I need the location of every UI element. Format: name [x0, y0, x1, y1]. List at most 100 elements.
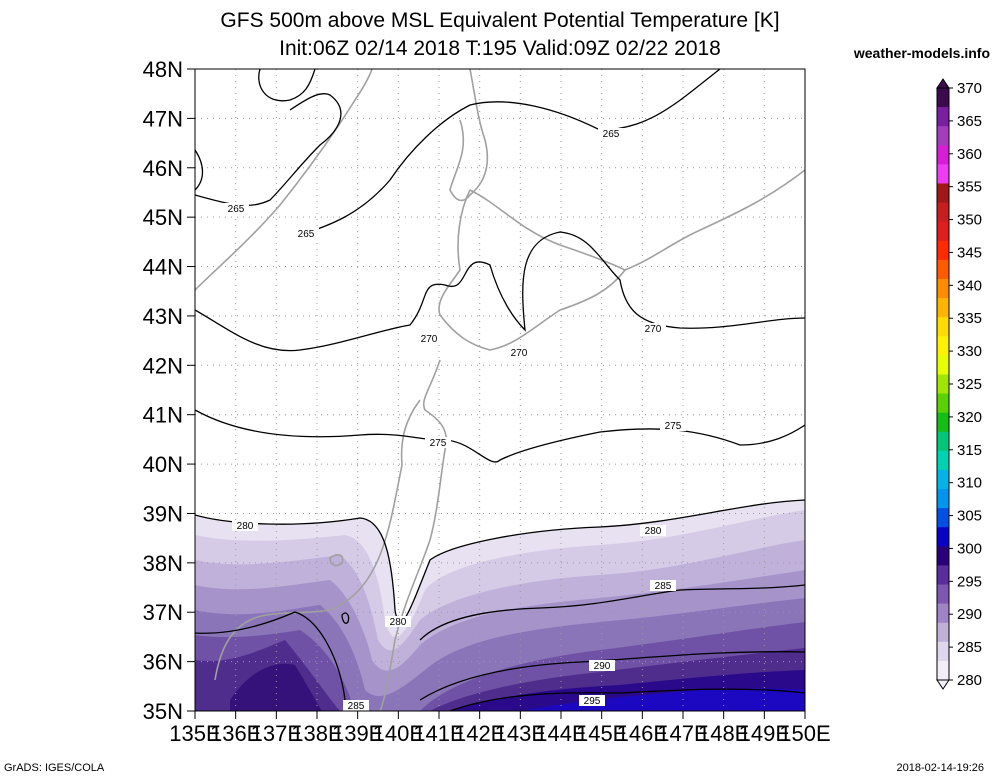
- contour-label: 285: [655, 581, 672, 592]
- lon-tick-label: 142E: [454, 721, 505, 746]
- colorbar-label: 305: [957, 508, 982, 525]
- latitude-labels: 48N 47N 46N 45N 44N 43N 42N 41N 40N 39N 38N 37N 36N 3…: [143, 57, 195, 724]
- lon-tick-label: 150E: [779, 721, 830, 746]
- contour-label: 265: [298, 229, 315, 240]
- colorbar-swatch: [937, 565, 949, 586]
- colorbar-swatch: [937, 336, 949, 356]
- colorbar-swatch: [937, 469, 949, 490]
- colorbar-label: 335: [957, 310, 982, 327]
- colorbar-label: 295: [957, 573, 982, 590]
- colorbar-swatch: [937, 431, 949, 452]
- lon-tick-label: 144E: [535, 721, 586, 746]
- colorbar-swatch: [937, 584, 949, 605]
- contour-label: 265: [228, 204, 245, 215]
- contour-label: 270: [421, 334, 438, 345]
- contour-290: [419, 651, 805, 701]
- colorbar-swatch: [937, 527, 949, 547]
- colorbar-label: 300: [957, 540, 982, 557]
- colorbar-swatch: [937, 88, 949, 108]
- contour-270-a: [195, 231, 805, 352]
- contour-label: 295: [584, 696, 601, 707]
- lon-tick-label: 135E: [169, 721, 220, 746]
- contour-labels: 265 265 265 270 270 270 275 275 280 280 …: [223, 128, 686, 712]
- colorbar-swatch: [937, 164, 949, 184]
- colorbar-swatch: [937, 355, 949, 375]
- colorbar-swatch: [937, 412, 949, 433]
- coast-asia: [195, 69, 373, 291]
- chart-subtitle: Init:06Z 02/14 2018 T:195 Valid:09Z 02/2…: [279, 37, 721, 60]
- contour-285: [419, 584, 805, 641]
- colorbar-swatch: [937, 278, 949, 299]
- colorbar-swatch: [937, 508, 949, 528]
- lat-tick-label: 43N: [143, 304, 183, 329]
- coast-honshu-north: [379, 359, 447, 711]
- colorbar-swatch: [937, 126, 949, 146]
- colorbar-label: 360: [957, 146, 982, 163]
- lon-tick-label: 138E: [291, 721, 342, 746]
- site-credit: weather-models.info: [853, 45, 990, 61]
- colorbar-label: 285: [957, 639, 982, 656]
- footer-timestamp: 2018-02-14-19:26: [896, 762, 984, 774]
- colorbar-label: 355: [957, 179, 982, 196]
- contour-265-c: [299, 69, 721, 236]
- lat-tick-label: 36N: [143, 650, 183, 675]
- lat-tick-label: 42N: [143, 353, 183, 378]
- colorbar-swatch: [937, 298, 949, 318]
- lat-tick-label: 46N: [143, 156, 183, 181]
- colorbar-top-arrow: [936, 78, 950, 89]
- coast-sado: [329, 554, 344, 567]
- lon-tick-label: 141E: [413, 721, 464, 746]
- lat-tick-label: 45N: [143, 205, 183, 230]
- colorbar-swatch: [937, 603, 949, 624]
- lat-tick-label: 44N: [143, 255, 183, 280]
- colorbar-swatch: [937, 393, 949, 414]
- colorbar-label: 330: [957, 343, 982, 360]
- contour-label: 275: [665, 421, 682, 432]
- contour-295: [449, 688, 805, 711]
- map-frame: [194, 68, 806, 712]
- shaded-field: [195, 500, 805, 711]
- colorbar-swatch: [937, 450, 949, 471]
- colorbar-label: 340: [957, 277, 982, 294]
- colorbar-label: 325: [957, 376, 982, 393]
- coastlines: [195, 69, 805, 711]
- contour-label: 290: [594, 661, 611, 672]
- contour-275: [195, 409, 805, 463]
- colorbar-label: 350: [957, 212, 982, 229]
- colorbar-label: 320: [957, 409, 982, 426]
- lon-tick-label: 137E: [251, 721, 302, 746]
- colorbar-swatch: [937, 183, 949, 204]
- coast-kuril: [624, 169, 805, 271]
- lat-tick-label: 40N: [143, 452, 183, 477]
- contour-label: 270: [645, 324, 662, 335]
- colorbar-swatch: [937, 259, 949, 280]
- coast-hokkaido: [438, 189, 627, 351]
- lon-tick-label: 145E: [576, 721, 627, 746]
- contour-label: 280: [390, 617, 407, 628]
- colorbar-swatch: [937, 660, 949, 681]
- colorbar-swatch: [937, 641, 949, 662]
- colorbar-swatch: [937, 202, 949, 223]
- colorbar-swatch: [937, 374, 949, 395]
- contour-label: 275: [430, 438, 447, 449]
- lat-tick-label: 35N: [143, 699, 183, 724]
- colorbar-swatch: [937, 240, 949, 261]
- contour-265-d: [258, 69, 316, 102]
- lon-tick-label: 147E: [657, 721, 708, 746]
- colorbar-swatch: [937, 622, 949, 643]
- lon-tick-label: 146E: [617, 721, 668, 746]
- contour-label: 270: [511, 348, 528, 359]
- colorbar-swatch: [937, 107, 949, 127]
- colorbar-bottom-arrow: [936, 679, 950, 690]
- lat-tick-label: 47N: [143, 106, 183, 131]
- contour-closed-small: [341, 612, 350, 624]
- colorbar-swatch: [937, 221, 949, 242]
- contour-label: 285: [348, 701, 365, 712]
- lat-tick-label: 38N: [143, 551, 183, 576]
- colorbar-label: 370: [957, 80, 982, 97]
- colorbar: 370 365 360 355 350 345 340 335 330 325 320 315 310 3…: [936, 78, 982, 690]
- colorbar-label: 280: [957, 672, 982, 689]
- longitude-labels: 135E136E137E138E139E140E141E142E143E144E…: [169, 711, 831, 746]
- contour-label: 265: [603, 129, 620, 140]
